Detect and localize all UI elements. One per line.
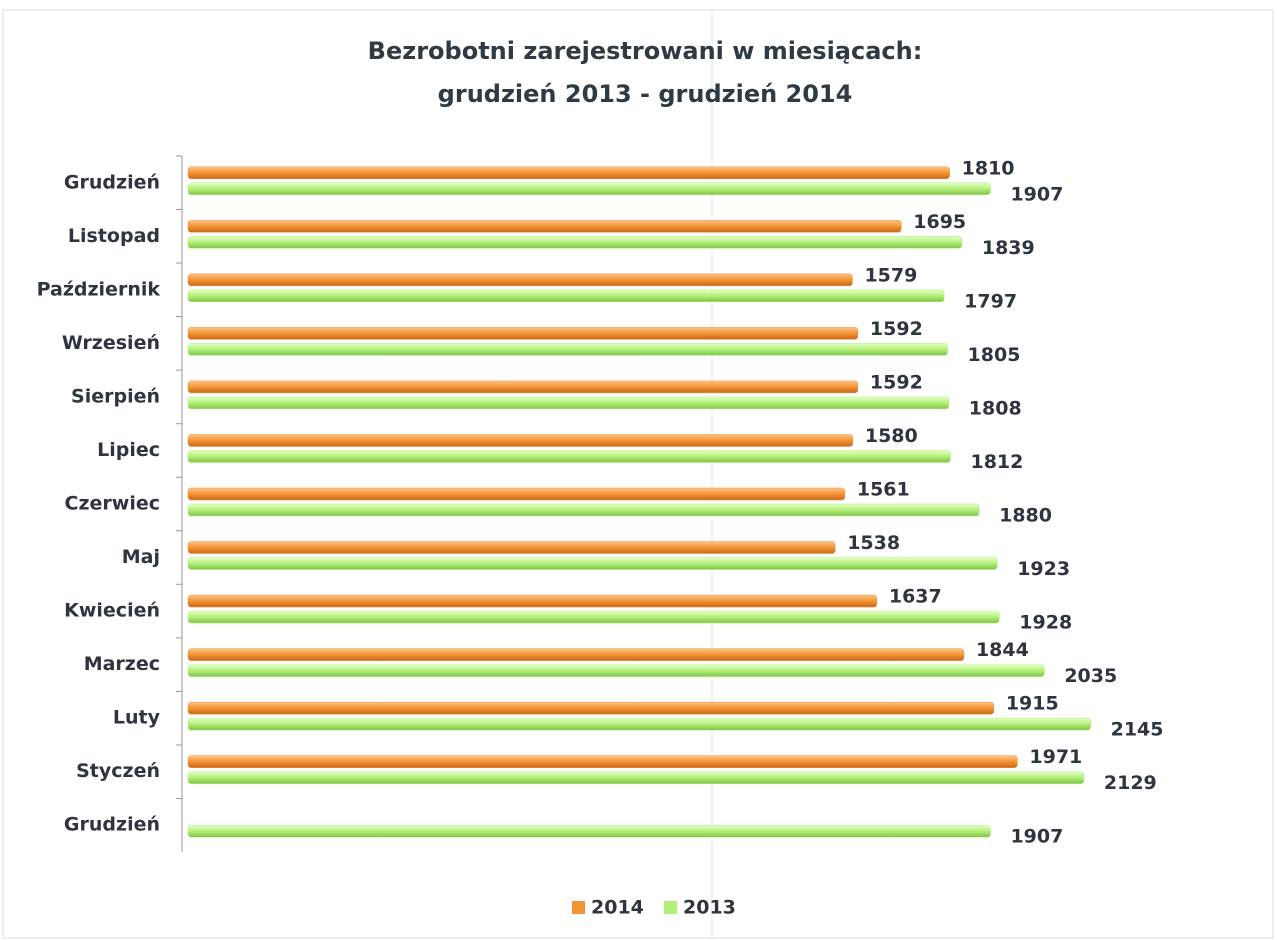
- data-label: 1579: [864, 264, 917, 286]
- data-label: 1810: [962, 157, 1015, 179]
- bar: [187, 434, 854, 447]
- bar: [187, 664, 1045, 677]
- y-tick-label: Czerwiec: [65, 493, 160, 515]
- bar: [187, 824, 991, 838]
- y-tick-label: Listopad: [68, 225, 160, 247]
- data-label: 1812: [970, 451, 1023, 473]
- bar: [187, 648, 965, 661]
- chart-title: grudzień 2013 - grudzień 2014: [438, 80, 853, 108]
- data-label: 1915: [1006, 693, 1059, 715]
- data-label: 1907: [1010, 183, 1063, 205]
- data-label: 2145: [1111, 719, 1164, 741]
- bar: [187, 236, 963, 249]
- data-label: 1695: [913, 211, 966, 233]
- y-tick-label: Lipiec: [97, 439, 160, 461]
- data-label: 2129: [1104, 772, 1157, 794]
- bar: [187, 701, 995, 715]
- bar: [187, 289, 945, 303]
- y-tick-label: Wrzesień: [62, 332, 160, 354]
- y-tick-label: Maj: [122, 546, 160, 568]
- bar: [187, 594, 878, 608]
- y-tick-label: Styczeń: [76, 760, 160, 782]
- bar: [187, 771, 1085, 784]
- bar: [187, 166, 950, 180]
- data-label: 1880: [999, 505, 1052, 527]
- data-label: 1592: [870, 371, 923, 393]
- legend-label: 2013: [683, 897, 736, 919]
- bar: [187, 450, 951, 463]
- legend-label: 2014: [591, 897, 644, 919]
- data-label: 1637: [889, 586, 942, 608]
- bar: [187, 327, 859, 340]
- bar: [187, 380, 859, 394]
- bar: [187, 503, 980, 517]
- bar: [187, 396, 950, 410]
- y-tick-label: Luty: [113, 707, 161, 729]
- data-label: 1805: [968, 344, 1021, 366]
- y-tick-label: Sierpień: [71, 385, 160, 407]
- data-label: 2035: [1064, 665, 1117, 687]
- y-tick-label: Październik: [37, 278, 161, 300]
- bar: [187, 343, 948, 356]
- y-tick-label: Grudzień: [64, 814, 160, 836]
- data-label: 1907: [1010, 826, 1063, 848]
- data-label: 1592: [870, 318, 923, 340]
- bar: [187, 541, 836, 554]
- data-label: 1797: [964, 290, 1017, 312]
- bar: [187, 557, 998, 570]
- data-label: 1538: [847, 532, 900, 554]
- bar: [187, 487, 846, 501]
- bar: [187, 220, 902, 233]
- data-label: 1971: [1029, 746, 1082, 768]
- data-label: 1839: [982, 237, 1035, 259]
- bar: [187, 182, 991, 196]
- chart-title: Bezrobotni zarejestrowani w miesiącach:: [368, 37, 923, 65]
- data-label: 1844: [976, 639, 1029, 661]
- bar: [187, 610, 1000, 624]
- y-tick-label: Kwiecień: [64, 600, 160, 622]
- bar: [187, 717, 1091, 731]
- bar: [187, 273, 853, 287]
- data-label: 1928: [1019, 612, 1072, 634]
- data-label: 1580: [865, 425, 918, 447]
- data-label: 1923: [1017, 558, 1070, 580]
- data-label: 1808: [969, 397, 1022, 419]
- legend-swatch: [664, 901, 677, 914]
- frame: [2, 9, 1274, 939]
- bar: [187, 755, 1018, 768]
- legend-swatch: [572, 901, 585, 914]
- data-label: 1561: [857, 479, 910, 501]
- y-tick-label: Marzec: [84, 653, 160, 675]
- y-tick-label: Grudzień: [64, 171, 160, 193]
